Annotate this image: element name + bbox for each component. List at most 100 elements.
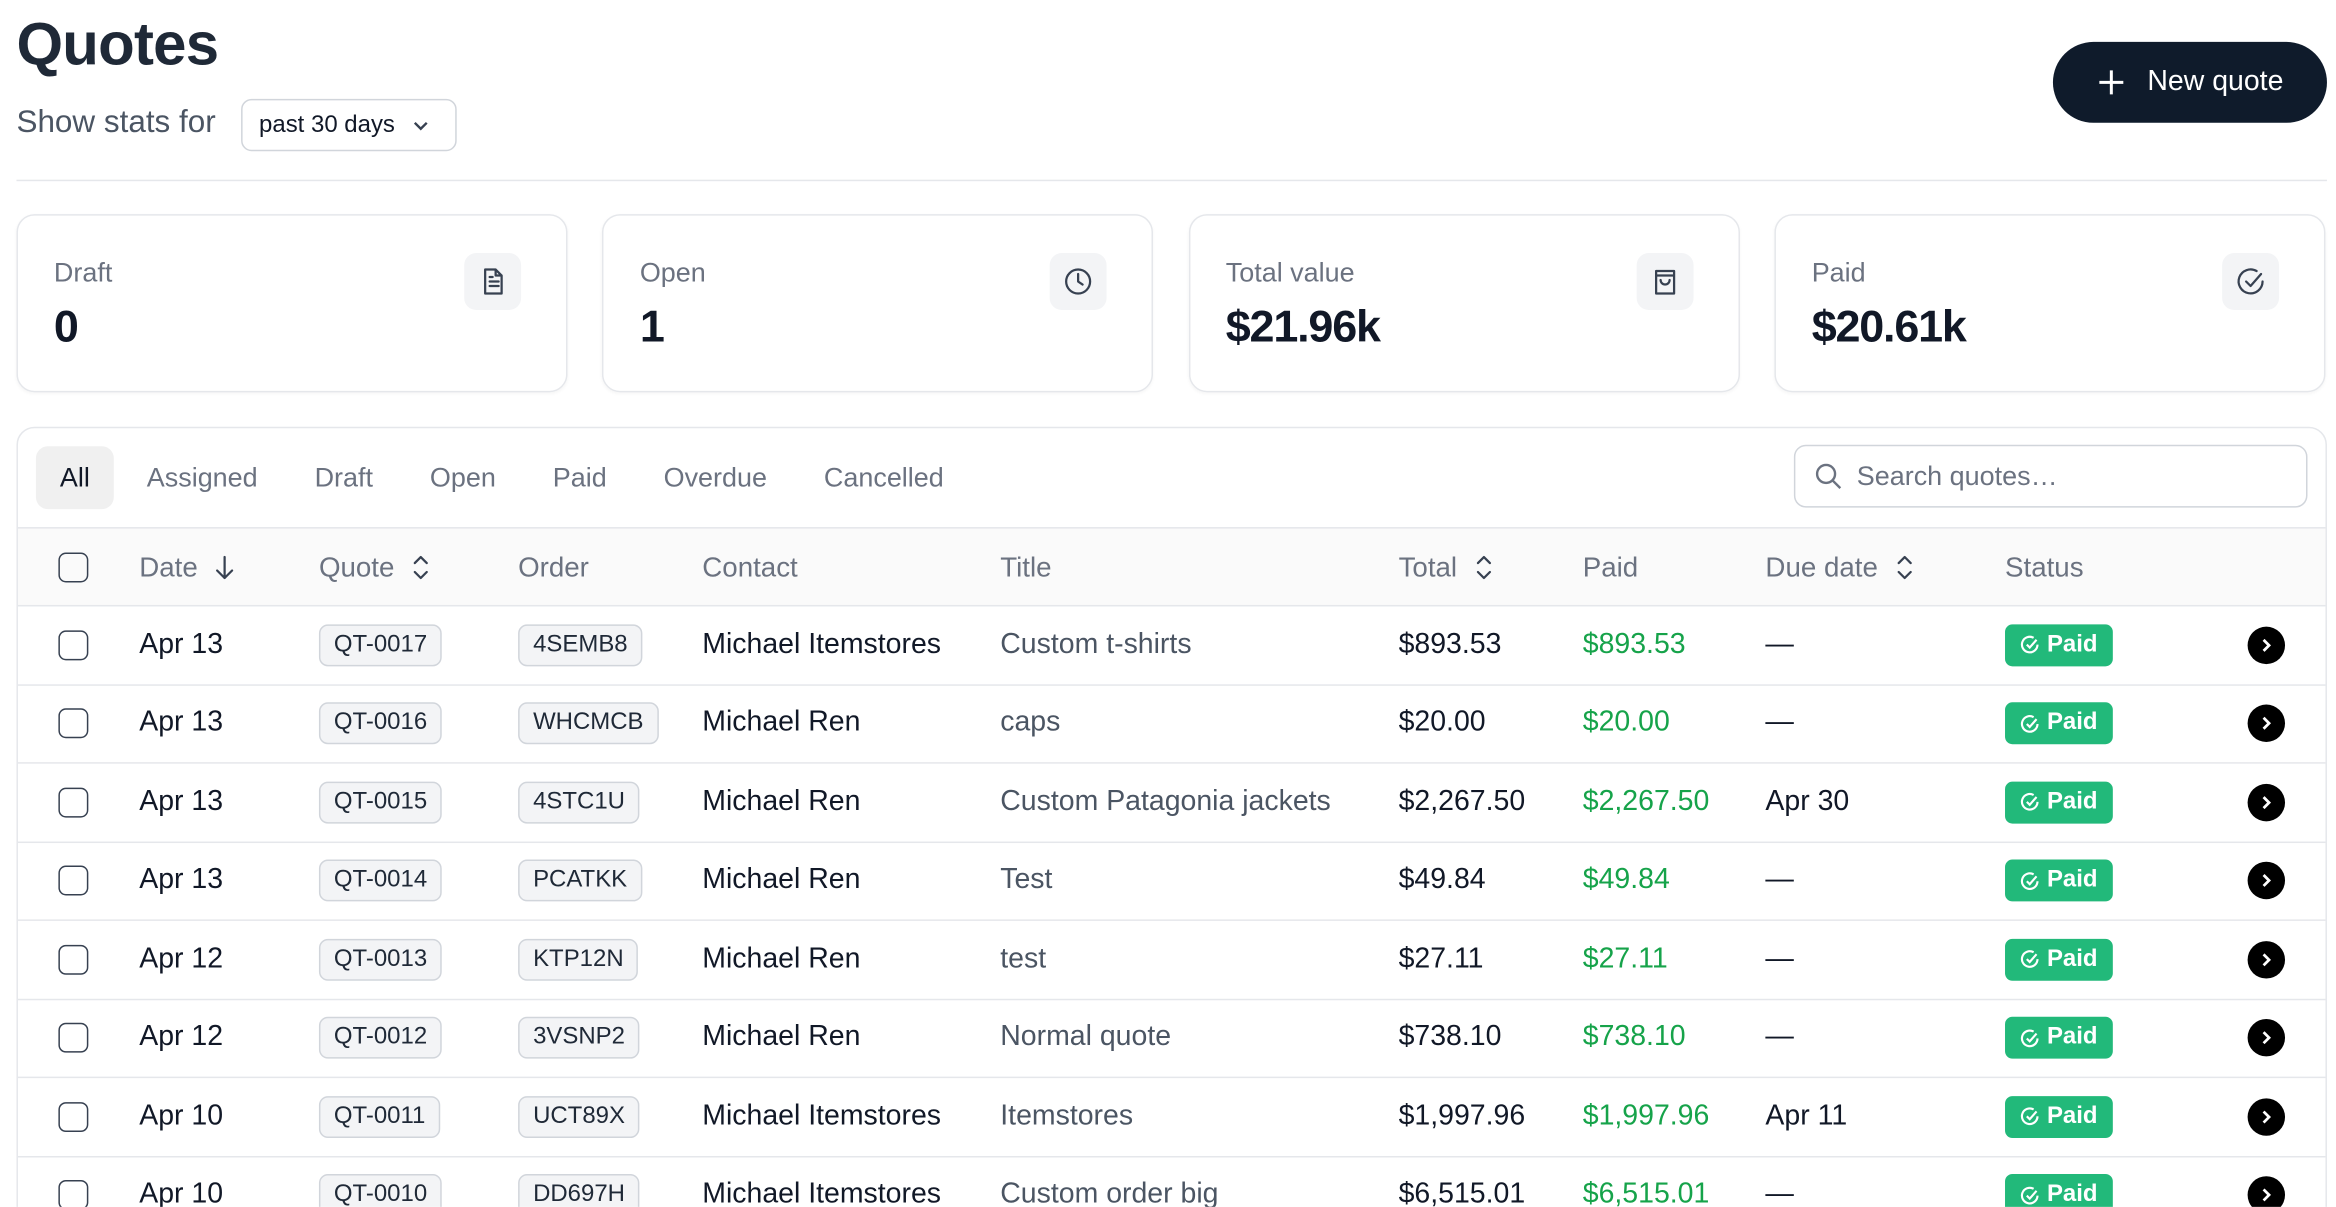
contact: Michael Itemstores bbox=[702, 1178, 942, 1207]
bag-icon bbox=[1654, 269, 1675, 295]
status-badge: Paid bbox=[2005, 1174, 2113, 1207]
paid-amount: $893.53 bbox=[1582, 628, 1686, 660]
table-row[interactable]: Apr 13 QT-0015 4STC1U Michael Ren Custom Pat… bbox=[17, 764, 2326, 843]
title: caps bbox=[1000, 707, 1061, 739]
column-header: Order bbox=[518, 550, 589, 583]
date: Apr 13 bbox=[139, 707, 224, 739]
contact: Michael Ren bbox=[702, 864, 861, 896]
page-title: Quotes bbox=[16, 11, 219, 78]
open-button[interactable] bbox=[2247, 1097, 2286, 1136]
total: $20.00 bbox=[1398, 707, 1486, 739]
row-checkbox[interactable] bbox=[58, 708, 89, 739]
date: Apr 10 bbox=[139, 1100, 224, 1132]
check-circle-icon bbox=[2237, 268, 2264, 295]
cell: QT-0016 bbox=[318, 702, 443, 745]
cell: PCATKK bbox=[518, 859, 643, 902]
column-header: Status bbox=[2005, 550, 2084, 583]
column-header[interactable]: Date bbox=[139, 550, 239, 583]
cell: WHCMCB bbox=[518, 702, 659, 745]
tab[interactable]: Cancelled bbox=[823, 461, 944, 492]
chevron-icon bbox=[413, 121, 428, 130]
table-row[interactable]: Apr 10 QT-0011 UCT89X Michael Itemstores Ite… bbox=[17, 1078, 2326, 1157]
arrow-icon bbox=[2262, 1031, 2272, 1045]
arrow-icon bbox=[2262, 1110, 2272, 1124]
order-id: DD697H bbox=[518, 1174, 640, 1207]
paid-amount: $6,515.01 bbox=[1582, 1178, 1710, 1207]
select-all-checkbox[interactable] bbox=[58, 551, 89, 582]
open-button[interactable] bbox=[2247, 1019, 2286, 1057]
date: Apr 13 bbox=[139, 785, 224, 818]
total: $2,267.50 bbox=[1398, 785, 1526, 818]
date: Apr 12 bbox=[139, 1021, 224, 1054]
status-label: Paid bbox=[2046, 710, 2098, 736]
tab[interactable]: Overdue bbox=[663, 461, 767, 492]
table-row[interactable]: Apr 13 QT-0016 WHCMCB Michael Ren caps $20.00… bbox=[17, 685, 2326, 764]
stat-label: Paid bbox=[1811, 257, 1866, 288]
stat-card: Paid $20.61k bbox=[1774, 214, 2326, 393]
stat-label: Draft bbox=[53, 257, 113, 288]
new-quote-button[interactable]: New quote bbox=[2052, 41, 2327, 123]
check-icon bbox=[2020, 1107, 2039, 1126]
paid-amount: $2,267.50 bbox=[1582, 785, 1710, 818]
quote-id: QT-0012 bbox=[318, 1017, 443, 1060]
row-checkbox[interactable] bbox=[58, 1023, 89, 1054]
row-checkbox[interactable] bbox=[58, 787, 89, 818]
tab[interactable]: Assigned bbox=[146, 461, 258, 492]
row-checkbox[interactable] bbox=[58, 944, 89, 975]
cell: Paid bbox=[2005, 938, 2113, 981]
cell: Paid bbox=[2005, 1095, 2113, 1138]
stat-label: Open bbox=[639, 257, 706, 288]
cell: Paid bbox=[2005, 624, 2113, 666]
open-button[interactable] bbox=[2247, 940, 2286, 979]
status-label: Paid bbox=[2046, 788, 2098, 815]
stat-value: $21.96k bbox=[1225, 302, 1381, 352]
table-row[interactable]: Apr 10 QT-0010 DD697H Michael Itemstores Cus… bbox=[18, 1157, 2325, 1207]
order-id: KTP12N bbox=[518, 938, 639, 981]
row-checkbox[interactable] bbox=[58, 630, 89, 660]
table-row[interactable]: Apr 12 QT-0012 3VSNP2 Michael Ren Normal quo… bbox=[17, 1000, 2326, 1079]
open-button[interactable] bbox=[2247, 862, 2286, 900]
contact: Michael Ren bbox=[702, 942, 861, 975]
tabs: All Assigned Draft Open Paid Overdue Cancelled bbox=[35, 446, 977, 510]
tab[interactable]: All bbox=[35, 446, 114, 510]
cell: Paid bbox=[2005, 1017, 2113, 1060]
row-checkbox[interactable] bbox=[58, 1180, 89, 1207]
open-button[interactable] bbox=[2247, 1176, 2286, 1207]
open-button[interactable] bbox=[2247, 626, 2286, 664]
period-select[interactable]: past 30 days bbox=[241, 98, 457, 152]
row-checkbox[interactable] bbox=[58, 1101, 89, 1132]
status-badge: Paid bbox=[2005, 781, 2113, 824]
arrow-icon bbox=[2262, 1188, 2272, 1202]
column-header[interactable]: Due date bbox=[1765, 550, 1919, 583]
status-label: Paid bbox=[2046, 1103, 2098, 1129]
cell: Paid bbox=[2005, 859, 2113, 902]
open-button[interactable] bbox=[2247, 704, 2286, 743]
check-icon bbox=[2020, 871, 2039, 890]
search-input[interactable]: Search quotes… bbox=[1793, 444, 2308, 508]
column-label: Paid bbox=[1582, 550, 1639, 582]
due-date: — bbox=[1765, 1178, 1794, 1207]
total: $27.11 bbox=[1398, 942, 1484, 975]
paid-amount: $738.10 bbox=[1582, 1021, 1686, 1054]
cell: QT-0010 bbox=[318, 1174, 443, 1207]
table-row[interactable]: Apr 13 QT-0017 4SEMB8 Michael Itemstores Cus… bbox=[17, 606, 2326, 686]
plus-icon bbox=[2099, 70, 2124, 95]
row-checkbox[interactable] bbox=[58, 865, 89, 896]
check-icon bbox=[2020, 714, 2039, 733]
column-label: Contact bbox=[702, 550, 798, 582]
total: $1,997.96 bbox=[1398, 1100, 1526, 1132]
tab[interactable]: Open bbox=[429, 461, 496, 492]
column-header[interactable]: Total bbox=[1399, 550, 1499, 583]
divider bbox=[16, 179, 2327, 182]
file-icon bbox=[484, 268, 503, 295]
column-header[interactable]: Quote bbox=[319, 550, 436, 583]
date: Apr 13 bbox=[139, 864, 224, 896]
date: Apr 10 bbox=[139, 1178, 224, 1207]
tab[interactable]: Draft bbox=[314, 461, 373, 492]
paid-amount: $20.00 bbox=[1582, 707, 1670, 739]
tab[interactable]: Paid bbox=[552, 461, 607, 492]
cell: 4SEMB8 bbox=[518, 624, 643, 666]
open-button[interactable] bbox=[2247, 783, 2286, 821]
table-row[interactable]: Apr 13 QT-0014 PCATKK Michael Ren Test $49.84… bbox=[17, 842, 2326, 921]
table-row[interactable]: Apr 12 QT-0013 KTP12N Michael Ren test $27.11… bbox=[17, 921, 2326, 1000]
